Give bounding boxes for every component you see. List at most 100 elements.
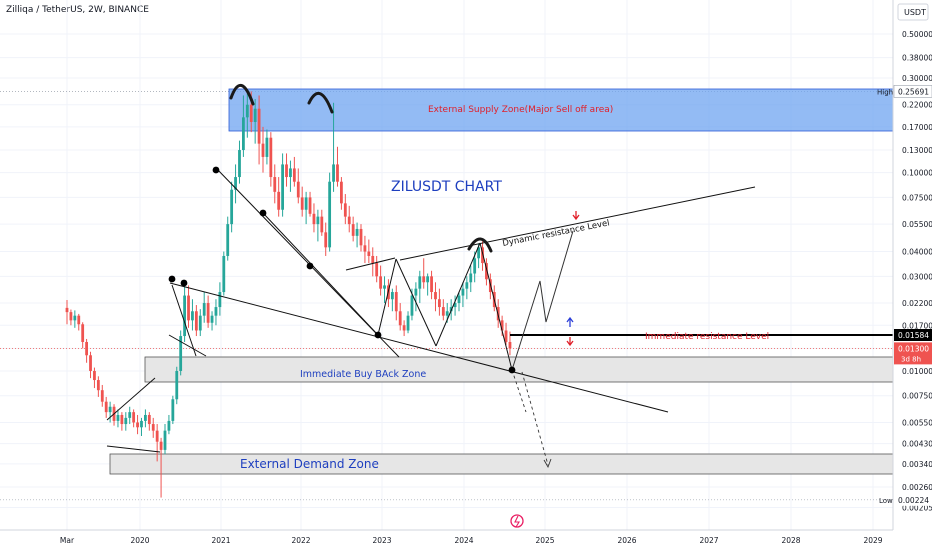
candle-body: [238, 150, 241, 178]
candle-body: [257, 108, 261, 144]
last-price-box: [894, 342, 932, 365]
candle-body: [320, 216, 324, 233]
high-label: High: [877, 88, 893, 96]
dynamic-resistance-label: Dynamic resistance Level: [502, 218, 611, 249]
candle-body: [206, 303, 210, 323]
candle-body: [265, 137, 269, 157]
candle-body: [159, 441, 163, 450]
candle-body: [485, 263, 488, 280]
candle-body: [300, 197, 304, 210]
candle-body: [375, 263, 379, 277]
candle-body: [304, 197, 308, 210]
candle-body: [179, 336, 183, 371]
candle-body: [402, 325, 406, 331]
candle-body: [324, 232, 328, 248]
candle-body: [202, 303, 206, 316]
candle-body: [222, 255, 226, 293]
candle-body: [171, 399, 175, 421]
price-tick-label: 0.30000: [902, 74, 932, 83]
candle-body: [481, 247, 484, 264]
price-tick-label: 0.00750: [902, 392, 932, 401]
annotations: External Supply Zone(Major Sell off area…: [240, 105, 769, 471]
time-tick-label: 2025: [535, 536, 554, 545]
candle-body: [398, 311, 402, 326]
candle-body: [277, 191, 281, 210]
candle-body: [312, 213, 316, 225]
price-tick-label: 0.01000: [902, 367, 932, 376]
candle-body: [308, 197, 312, 214]
time-tick-label: 2028: [781, 536, 800, 545]
candle-body: [336, 164, 339, 182]
range-line: [345, 257, 396, 271]
countdown-label: 3d 8h: [901, 355, 921, 363]
time-tick-label: 2029: [863, 536, 882, 545]
top-arc-icon: [307, 91, 334, 114]
arrow-head-icon: [543, 458, 552, 469]
price-tick-label: 0.17000: [902, 123, 932, 132]
candle-body: [449, 307, 453, 312]
zones: [109, 88, 894, 475]
top-arc-icon: [229, 84, 255, 106]
candle-body: [128, 412, 132, 418]
candle-body: [210, 315, 214, 323]
candle-body: [410, 295, 414, 316]
price-tick-label: 0.01700: [902, 321, 932, 330]
high-value-box: [893, 85, 932, 98]
candle-body: [269, 137, 273, 178]
down-arrow-icon: [572, 211, 580, 221]
price-tick-label: 0.02200: [902, 299, 932, 308]
candle-body: [347, 216, 351, 225]
demand-zone: [109, 453, 894, 475]
candle-body: [242, 117, 245, 151]
grid: [0, 0, 893, 530]
candle-body: [383, 285, 386, 289]
price-tick-label: 0.00430: [902, 440, 932, 449]
candle-body: [245, 104, 249, 118]
pivot-dot: [508, 366, 516, 374]
candle-body: [116, 414, 120, 421]
candle-body: [394, 292, 398, 312]
time-tick-label: 2020: [130, 536, 149, 545]
wave-b: [395, 258, 437, 347]
candle-body: [175, 370, 179, 400]
pivot-dot: [306, 262, 314, 270]
time-tick-label: 2022: [291, 536, 310, 545]
candle-body: [273, 177, 277, 192]
candle-body: [218, 292, 222, 308]
candle-body: [77, 315, 81, 325]
flash-icon: [510, 514, 524, 528]
candle-body: [359, 228, 363, 246]
candle-body: [473, 258, 477, 274]
channel-line: [262, 212, 379, 336]
candle-body: [187, 295, 190, 321]
time-tick-label: Mar: [60, 536, 75, 545]
candle-body: [406, 315, 410, 331]
price-tick-label: 0.03000: [902, 272, 932, 281]
price-tick-label: 0.05500: [902, 220, 932, 229]
candle-body: [438, 299, 441, 308]
projection-down-1: [511, 369, 527, 413]
down-arrow-icon: [566, 337, 574, 347]
candle-body: [414, 288, 418, 296]
candle-body: [285, 164, 288, 178]
candle-body: [296, 181, 300, 198]
candle-body: [124, 417, 128, 425]
wave-c: [435, 242, 481, 347]
candle-body: [457, 295, 461, 304]
candle-body: [85, 341, 88, 356]
candle-body: [104, 401, 108, 413]
candle-body: [363, 245, 367, 252]
candle-body: [183, 295, 186, 337]
current-price-label: 0.01584: [898, 331, 929, 340]
candle-body: [151, 424, 155, 431]
last-price-label: 0.01300: [898, 344, 929, 353]
candle-body: [73, 315, 77, 321]
projection-down-2: [521, 371, 549, 466]
candle-body: [261, 143, 265, 157]
candle-body: [89, 355, 92, 371]
projection-path: [511, 230, 574, 371]
price-tick-label: 0.00340: [902, 460, 932, 469]
supply-zone: [228, 88, 894, 132]
